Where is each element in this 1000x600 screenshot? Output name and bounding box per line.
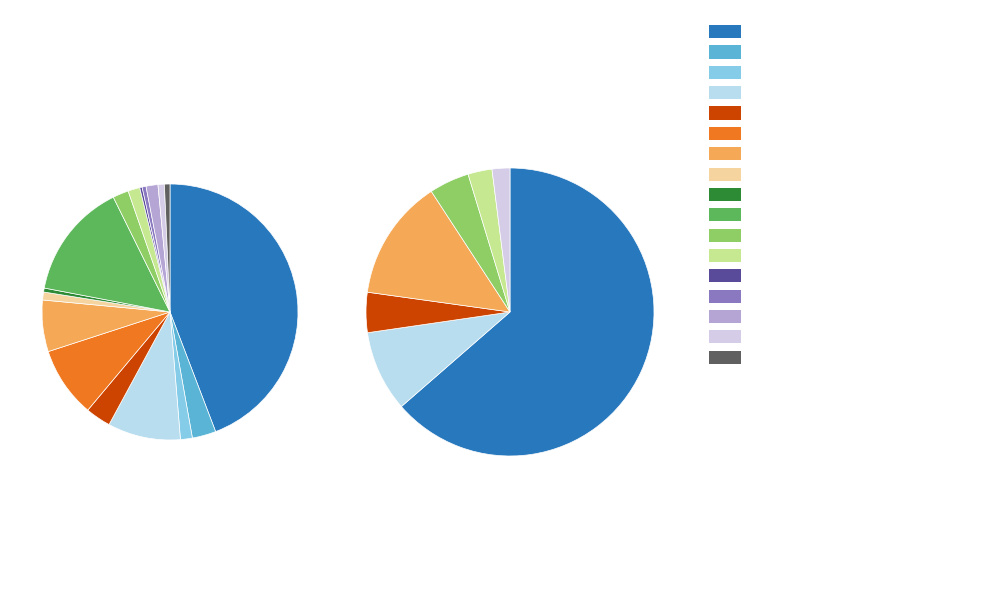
Wedge shape <box>113 191 170 312</box>
Wedge shape <box>43 292 170 312</box>
Wedge shape <box>366 292 510 333</box>
Wedge shape <box>158 184 170 312</box>
Wedge shape <box>88 312 170 425</box>
Wedge shape <box>140 187 170 312</box>
Wedge shape <box>42 300 170 352</box>
Wedge shape <box>146 185 170 312</box>
Wedge shape <box>401 168 654 456</box>
Wedge shape <box>367 191 510 312</box>
Wedge shape <box>44 197 170 312</box>
Wedge shape <box>170 184 298 431</box>
Wedge shape <box>128 188 170 312</box>
Wedge shape <box>164 184 170 312</box>
Wedge shape <box>142 186 170 312</box>
Wedge shape <box>170 312 216 438</box>
Wedge shape <box>492 168 510 312</box>
Wedge shape <box>431 174 510 312</box>
Wedge shape <box>44 288 170 312</box>
Wedge shape <box>109 312 180 440</box>
Legend: ストレート, ツーシーム, シュート, カットボール, スプリット, フォーク, チェンジアップ, シンカー, 高速スライダー, スライダー, 縦スライダー, : ストレート, ツーシーム, シュート, カットボール, スプリット, フォーク,… <box>703 19 784 370</box>
Wedge shape <box>368 312 510 407</box>
Wedge shape <box>170 312 192 440</box>
Wedge shape <box>468 169 510 312</box>
Wedge shape <box>48 312 170 410</box>
